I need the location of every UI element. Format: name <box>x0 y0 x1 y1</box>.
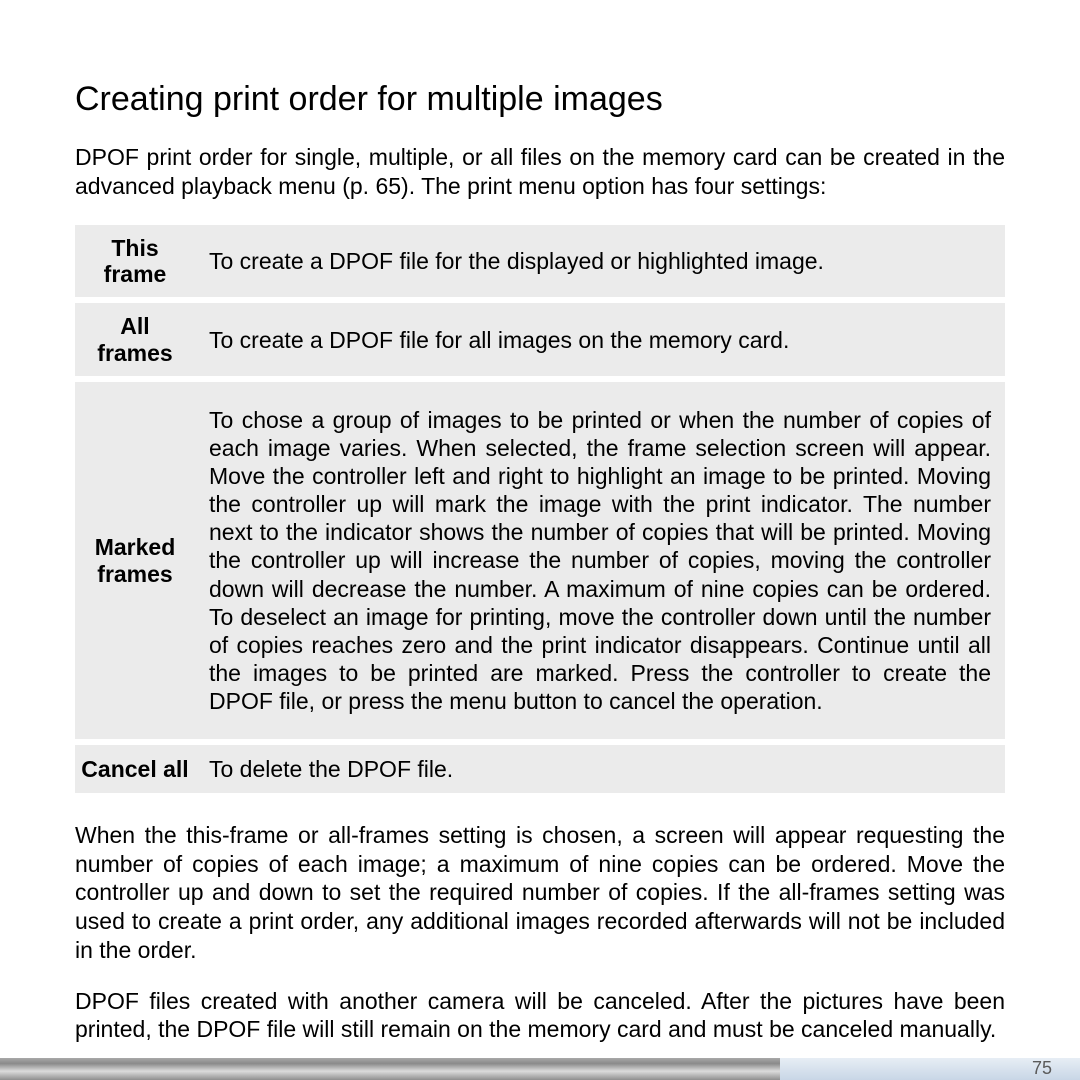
setting-description: To delete the DPOF file. <box>195 745 1005 793</box>
footer-gradient-left <box>0 1058 780 1080</box>
table-row: This frameTo create a DPOF file for the … <box>75 225 1005 298</box>
setting-label: All frames <box>75 303 195 376</box>
page-heading: Creating print order for multiple images <box>75 80 1005 119</box>
page-number: 75 <box>1032 1058 1052 1079</box>
footer-bar: 75 <box>0 1058 1080 1080</box>
setting-label: Cancel all <box>75 745 195 793</box>
table-row: Marked framesTo chose a group of images … <box>75 382 1005 739</box>
table-row: All framesTo create a DPOF file for all … <box>75 303 1005 376</box>
setting-label: This frame <box>75 225 195 298</box>
footer-gradient-right: 75 <box>780 1058 1080 1080</box>
setting-label: Marked frames <box>75 382 195 739</box>
setting-description: To create a DPOF file for all images on … <box>195 303 1005 376</box>
manual-page: Creating print order for multiple images… <box>0 0 1080 1044</box>
table-row: Cancel allTo delete the DPOF file. <box>75 745 1005 793</box>
setting-description: To create a DPOF file for the displayed … <box>195 225 1005 298</box>
body-paragraph-2: DPOF files created with another camera w… <box>75 987 1005 1045</box>
settings-table: This frameTo create a DPOF file for the … <box>75 219 1005 799</box>
body-paragraph-1: When the this-frame or all-frames settin… <box>75 821 1005 965</box>
intro-paragraph: DPOF print order for single, multiple, o… <box>75 143 1005 201</box>
setting-description: To chose a group of images to be printed… <box>195 382 1005 739</box>
